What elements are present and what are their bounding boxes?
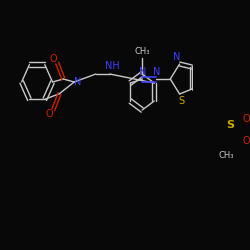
Text: O: O [50,54,57,64]
Text: N: N [139,67,146,77]
Text: S: S [226,120,234,130]
Text: O: O [242,136,250,146]
Text: O: O [46,109,53,119]
Text: S: S [178,96,184,106]
Text: N: N [153,67,160,77]
Text: CH₃: CH₃ [218,150,234,160]
Text: O: O [242,114,250,124]
Text: N: N [173,52,180,62]
Text: N: N [74,77,82,87]
Text: NH: NH [106,61,120,71]
Text: CH₃: CH₃ [134,46,150,56]
